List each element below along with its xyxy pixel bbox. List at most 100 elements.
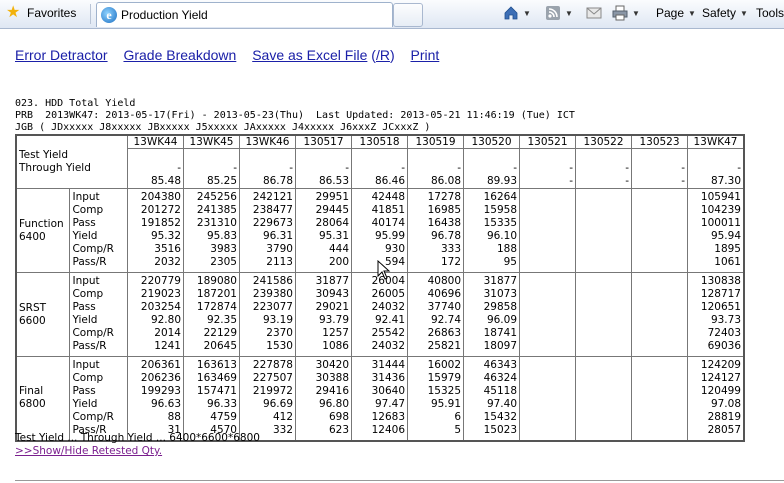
footnote: Test Yield ... Through Yield ... 6400*66… [15,432,260,444]
error-detractor-link[interactable]: Error Detractor [15,47,108,63]
data-cell: 16264 15958 15335 96.10 188 95 [463,188,520,273]
action-links: Error Detractor Grade Breakdown Save as … [15,47,439,63]
data-cell: 46343 46324 45118 97.40 15432 15023 [463,356,520,441]
rss-icon [546,6,560,20]
yield-table: 13WK44 13WK45 13WK46 130517 130518 13051… [15,134,745,442]
column-header: 13WK47 [687,134,745,149]
data-cell [631,272,688,357]
chevron-down-icon[interactable]: ▼ [632,8,640,18]
report-title: 023. HDD Total Yield [15,98,136,109]
corner-cell [15,134,128,149]
data-cell [631,188,688,273]
report-header: 023. HDD Total Yield PRB 2013WK47: 2013-0… [15,98,575,134]
data-cell: 245256 241385 231310 95.83 3983 2305 [183,188,240,273]
column-header: 130522 [575,134,632,149]
report-grades: JGB ( JDxxxxx J8xxxxx JBxxxxx J5xxxxx JA… [15,122,431,133]
data-cell: 105941 104239 100011 95.94 1895 1061 [687,188,745,273]
column-header: 130521 [519,134,576,149]
metric-labels: Input Comp Pass Yield Comp/R Pass/R [69,356,128,441]
data-cell: 26004 26005 24032 92.41 25542 24032 [351,272,408,357]
data-cell: 31444 31436 30640 97.47 12683 12406 [351,356,408,441]
column-header: 13WK45 [183,134,240,149]
column-header: 130518 [351,134,408,149]
summary-cell: - - [631,148,688,189]
favorites-label: Favorites [27,6,77,20]
column-header: 130517 [295,134,352,149]
data-cell: 204380 201272 191852 95.32 3516 2032 [127,188,184,273]
yield-summary-label: Test Yield Through Yield [15,148,128,189]
data-cell: 130838 128717 120651 93.73 72403 69036 [687,272,745,357]
summary-cell: - 85.25 [183,148,240,189]
feeds-button[interactable]: ▼ [545,4,573,22]
browser-tab-production-yield[interactable]: e Production Yield [96,2,393,27]
favorites-button[interactable]: ★ Favorites [6,4,76,22]
print-button[interactable]: ▼ [612,4,640,22]
summary-cell: - 86.78 [239,148,296,189]
summary-cell: - 87.30 [687,148,745,189]
data-cell: 31877 31073 29858 96.09 18741 18097 [463,272,520,357]
chevron-down-icon[interactable]: ▼ [523,8,531,18]
table-row-function-6400: Function 6400 Input Comp Pass Yield Comp… [15,188,745,273]
data-cell: 42448 41851 40174 95.99 930 594 [351,188,408,273]
print-link[interactable]: Print [410,47,440,63]
column-header: 130520 [463,134,520,149]
data-cell: 189080 187201 172874 92.35 22129 20645 [183,272,240,357]
grade-breakdown-link[interactable]: Grade Breakdown [123,47,237,63]
data-cell: 242121 238477 229673 96.31 3790 2113 [239,188,296,273]
data-cell: 40800 40696 37740 92.74 26863 25821 [407,272,464,357]
show-hide-retested-link[interactable]: >>Show/Hide Retested Qty. [15,445,163,457]
table-row: Test Yield Through Yield - 85.48 - 85.25… [15,148,745,189]
tools-menu[interactable]: Tools [756,4,784,22]
data-cell: 30420 30388 29416 96.80 698 623 [295,356,352,441]
data-cell [631,356,688,441]
data-cell: 163613 163469 157471 96.33 4759 4570 [183,356,240,441]
chevron-down-icon: ▼ [740,8,748,18]
home-icon [504,6,518,20]
data-cell: 17278 16985 16438 96.78 333 172 [407,188,464,273]
data-cell: 227878 227507 219972 96.69 412 332 [239,356,296,441]
data-cell [519,356,576,441]
table-row-final-6800: Final 6800 Input Comp Pass Yield Comp/R … [15,356,745,441]
toolbar-separator [90,4,91,24]
save-excel-link[interactable]: Save as Excel File [252,47,368,63]
new-tab-button[interactable] [393,3,423,27]
summary-cell: - 86.46 [351,148,408,189]
data-cell [519,272,576,357]
data-cell: 220779 219023 203254 92.80 2014 1241 [127,272,184,357]
safety-menu[interactable]: Safety ▼ [702,4,748,22]
table-row: 13WK44 13WK45 13WK46 130517 130518 13051… [15,134,745,149]
summary-cell: - - [575,148,632,189]
data-cell: 31877 30943 29021 93.79 1257 1086 [295,272,352,357]
group-label: Function 6400 [15,188,71,273]
summary-cell: - 85.48 [127,148,184,189]
data-cell: 124209 124127 120499 97.08 28819 28057 [687,356,745,441]
paren-open: ( [367,47,376,63]
column-header: 13WK44 [127,134,184,149]
r-link[interactable]: /R [375,47,390,63]
divider [15,480,784,481]
data-cell: 241586 239380 223077 93.19 2370 1530 [239,272,296,357]
mail-icon [586,7,602,19]
paren-close: ) [389,47,395,63]
page-menu[interactable]: Page ▼ [656,4,696,22]
page-menu-label: Page [656,6,685,20]
group-label: Final 6800 [15,356,71,441]
chevron-down-icon[interactable]: ▼ [565,8,573,18]
home-button[interactable]: ▼ [503,4,531,22]
chevron-down-icon: ▼ [688,8,696,18]
mouse-cursor-icon [377,260,391,280]
data-cell [519,188,576,273]
ie-icon: e [101,7,117,23]
report-period: PRB 2013WK47: 2013-05-17(Fri) - 2013-05-… [15,110,575,121]
data-cell: 29951 29445 28064 95.31 444 200 [295,188,352,273]
table-row-srst-6600: SRST 6600 Input Comp Pass Yield Comp/R P… [15,272,745,357]
data-cell [575,188,632,273]
star-icon: ★ [6,4,21,21]
tools-menu-label: Tools [756,6,784,20]
summary-cell: - - [519,148,576,189]
printer-icon [612,5,628,21]
metric-labels: Input Comp Pass Yield Comp/R Pass/R [69,188,128,273]
data-cell: 206361 206236 199293 96.63 88 31 [127,356,184,441]
mail-button[interactable] [586,4,602,22]
tab-title: Production Yield [121,8,208,22]
